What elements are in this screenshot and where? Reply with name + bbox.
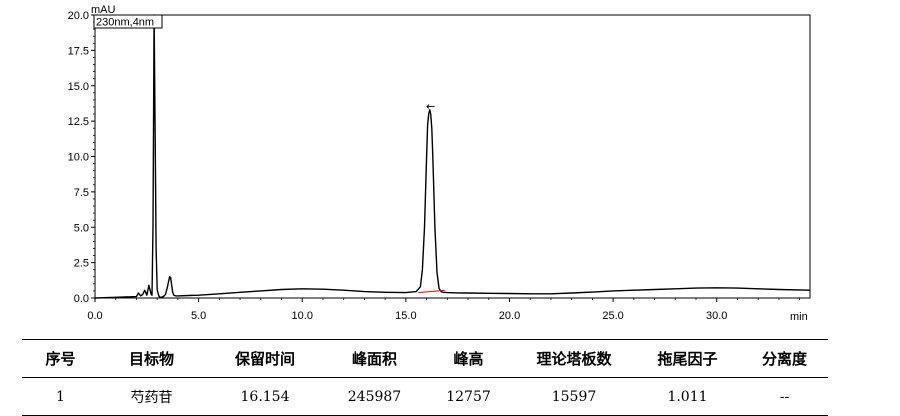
cell-index: 1: [22, 377, 99, 416]
x-unit-label: min: [790, 311, 808, 323]
cell-analyte: 芍药苷: [99, 377, 204, 416]
cell-theoretical-plates: 15597: [514, 377, 634, 416]
series-layer: [94, 14, 811, 299]
header-peak-area: 峰面积: [326, 339, 423, 378]
x-tick-label: 0.0: [87, 310, 102, 322]
legend-box: [93, 14, 163, 29]
y-tick-label: 15.0: [68, 81, 89, 93]
y-tick-label: 0.0: [74, 293, 89, 305]
header-resolution: 分离度: [741, 339, 828, 378]
table-row: 1 芍药苷 16.154 245987 12757 15597 1.011 --: [22, 377, 828, 416]
x-axis: 0.0 5.0 10.0 15.0 20.0 25.0 30.0: [87, 298, 801, 322]
y-tick-label: 2.5: [74, 258, 89, 270]
table-header-row: 序号 目标物 保留时间 峰面积 峰高 理论塔板数 拖尾因子 分离度: [22, 339, 828, 378]
chromatogram-trace: [94, 14, 811, 299]
x-tick-label: 15.0: [395, 310, 416, 322]
header-tailing-factor: 拖尾因子: [634, 339, 741, 378]
results-table: 序号 目标物 保留时间 峰面积 峰高 理论塔板数 拖尾因子 分离度 1 芍药苷 …: [22, 339, 828, 416]
x-tick-label: 25.0: [602, 310, 623, 322]
y-tick-label: 20.0: [68, 10, 89, 22]
cell-peak-height: 12757: [423, 377, 514, 416]
peak-marker: ←: [426, 100, 435, 113]
y-tick-label: 10.0: [68, 152, 89, 164]
x-tick-label: 20.0: [499, 310, 520, 322]
cell-peak-area: 245987: [326, 377, 423, 416]
y-unit-label: mAU: [91, 4, 116, 16]
legend-label: 230nm,4nm: [96, 17, 154, 29]
x-tick-label: 5.0: [191, 310, 206, 322]
y-tick-label: 17.5: [68, 45, 89, 57]
header-retention-time: 保留时间: [204, 339, 326, 378]
cell-retention-time: 16.154: [204, 377, 326, 416]
y-tick-label: 5.0: [74, 222, 89, 234]
chromatogram-chart: 0.0 2.5 5.0 7.5 10.0 12.5 15.0 17.5 20.0 0.0 5.0 1…: [68, 4, 811, 323]
plot-frame: [94, 14, 811, 299]
header-index: 序号: [22, 339, 99, 378]
x-tick-label: 10.0: [292, 310, 313, 322]
cell-tailing-factor: 1.011: [634, 377, 741, 416]
header-analyte: 目标物: [99, 339, 204, 378]
y-axis: 0.0 2.5 5.0 7.5 10.0 12.5 15.0 17.5 20.0: [68, 10, 95, 305]
peak-baseline: [418, 289, 446, 294]
x-tick-label: 30.0: [706, 310, 727, 322]
y-tick-label: 12.5: [68, 116, 89, 128]
cell-resolution: --: [741, 377, 828, 416]
header-theoretical-plates: 理论塔板数: [514, 339, 634, 378]
y-tick-label: 7.5: [74, 187, 89, 199]
header-peak-height: 峰高: [423, 339, 514, 378]
